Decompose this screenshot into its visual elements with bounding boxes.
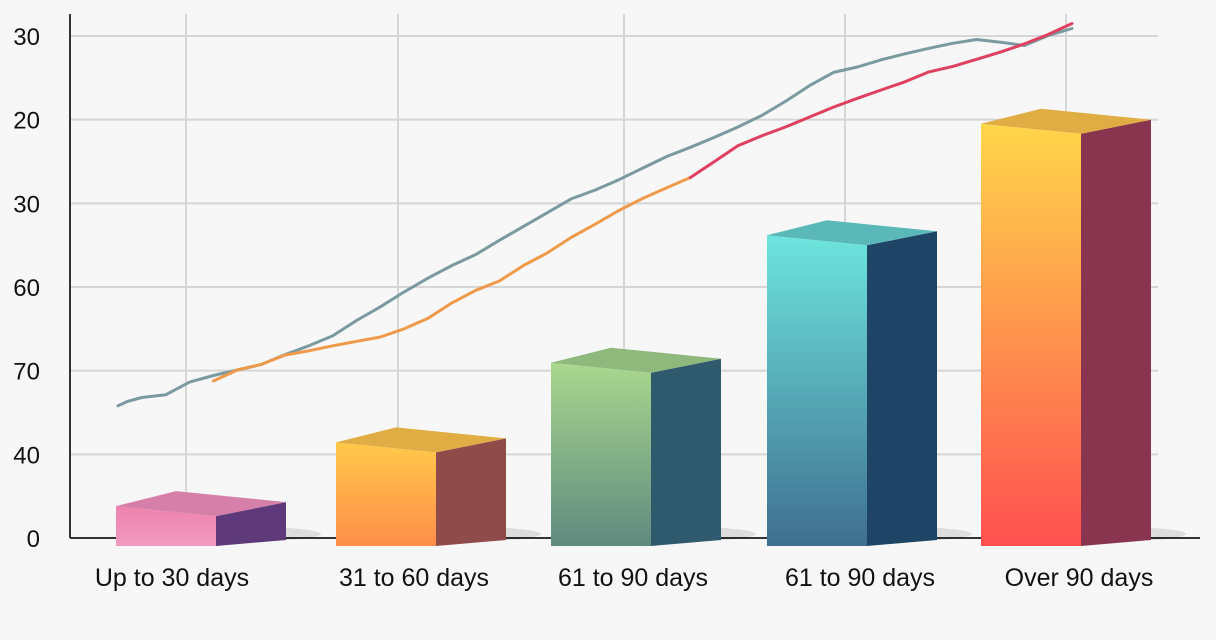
series-line [211, 176, 692, 383]
x-category-label: 61 to 90 days [785, 564, 935, 592]
y-tick-label: 0 [27, 526, 40, 553]
bar-side-face [651, 358, 721, 546]
bar-top-face [336, 427, 506, 453]
bar [551, 347, 756, 546]
bar [116, 491, 321, 546]
bar [767, 220, 972, 546]
bar [336, 427, 541, 546]
bar-side-face [436, 438, 506, 546]
bar-side-face [1081, 119, 1151, 546]
bar [981, 108, 1186, 546]
bar-top-face [116, 491, 286, 517]
bar-side-face [867, 231, 937, 546]
bar-front-face [767, 235, 867, 546]
bar-front-face [551, 362, 651, 546]
bar-front-face [336, 442, 436, 546]
y-tick-label: 30 [13, 191, 40, 218]
x-category-label: 31 to 60 days [339, 564, 489, 592]
y-tick-label: 40 [13, 442, 40, 469]
y-tick-label: 70 [13, 359, 40, 386]
bar-front-face [981, 123, 1081, 546]
bars [116, 108, 1186, 546]
bar-front-face [116, 506, 216, 546]
series-line [688, 22, 1074, 179]
bar-top-face [551, 347, 721, 373]
labels: 0 40 70 60 30 20 30 Up to 30 days 31 to 60 days 6… [13, 24, 1153, 592]
bar-side-face [216, 502, 286, 546]
bar-top-face [767, 220, 937, 246]
y-tick-label: 60 [13, 275, 40, 302]
x-category-label: Over 90 days [1005, 564, 1154, 592]
grid [70, 14, 1158, 538]
bar-top-face [981, 108, 1151, 134]
x-category-label: Up to 30 days [95, 564, 249, 592]
x-category-label: 61 to 90 days [558, 564, 708, 592]
y-tick-label: 30 [13, 24, 40, 51]
lines [116, 22, 1074, 408]
y-tick-label: 20 [13, 108, 40, 135]
